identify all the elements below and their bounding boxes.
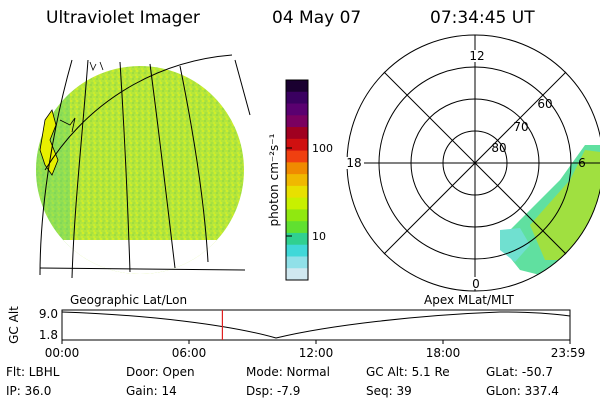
polar-plot-label: Apex MLat/MLT xyxy=(424,293,514,307)
info-gc-alt: GC Alt: 5.1 Re xyxy=(366,365,450,379)
mlat-60-label: 60 xyxy=(537,97,552,111)
info-door: Door: Open xyxy=(126,365,195,379)
colorbar-band xyxy=(286,80,308,93)
time-tick-2359: 23:59 xyxy=(551,346,586,360)
coastline xyxy=(39,109,59,176)
colorbar-tick-10: 10 xyxy=(312,230,326,243)
colorbar-band xyxy=(286,138,308,152)
info-seq: Seq: 39 xyxy=(366,384,412,398)
mlat-80-label: 80 xyxy=(491,141,506,155)
colorbar-band xyxy=(286,197,308,210)
altitude-plot-frame xyxy=(61,309,571,341)
mlt-12-label: 12 xyxy=(469,49,484,63)
geographic-map xyxy=(36,54,251,279)
info-glat: GLat: -50.7 xyxy=(486,365,553,379)
mlt-0-label: 0 xyxy=(472,277,480,291)
altitude-y-min: 1.8 xyxy=(39,328,58,342)
mlt-6-label: 6 xyxy=(578,156,586,170)
info-dsp: Dsp: -7.9 xyxy=(246,384,301,398)
mlt-18-label: 18 xyxy=(346,156,361,170)
colorbar-unit-label: photon cm⁻²s⁻¹ xyxy=(267,133,281,226)
colorbar-band xyxy=(286,256,308,269)
instrument-title: Ultraviolet Imager xyxy=(46,8,200,28)
time-tick-0000: 00:00 xyxy=(45,346,80,360)
mlat-70-label: 70 xyxy=(513,120,528,134)
colorbar-tick-100: 100 xyxy=(312,142,333,155)
colorbar-band xyxy=(286,232,308,246)
polar-plot xyxy=(346,34,600,292)
lat-lon-grid xyxy=(39,54,251,279)
colorbar-band xyxy=(286,209,308,222)
colorbar-frame xyxy=(285,79,309,281)
altitude-curve xyxy=(61,311,571,339)
colorbar-band xyxy=(286,127,308,140)
info-gain: Gain: 14 xyxy=(126,384,177,398)
info-mode: Mode: Normal xyxy=(246,365,330,379)
colorbar-band xyxy=(286,103,308,116)
info-flt: Flt: LBHL xyxy=(6,365,60,379)
altitude-plot xyxy=(61,309,571,344)
polar-diagonal-2 xyxy=(383,71,567,255)
altitude-axis-title: GC Alt xyxy=(7,306,21,344)
colorbar-band xyxy=(286,174,308,187)
time-tick-1200: 12:00 xyxy=(299,346,334,360)
colorbar-band xyxy=(286,185,308,199)
time-tick-0600: 06:00 xyxy=(172,346,207,360)
left-map-label: Geographic Lat/Lon xyxy=(70,293,187,307)
colorbar-band xyxy=(286,268,308,281)
info-glon: GLon: 337.4 xyxy=(486,384,559,398)
colorbar-band xyxy=(286,115,308,128)
altitude-y-max: 9.0 xyxy=(39,307,58,321)
colorbar-band xyxy=(286,221,308,234)
time-tick-1800: 18:00 xyxy=(426,346,461,360)
time-label: 07:34:45 UT xyxy=(430,8,535,28)
colorbar-band xyxy=(286,162,308,175)
airglow-disk xyxy=(36,66,244,274)
colorbar-band xyxy=(286,150,308,163)
colorbar-band xyxy=(286,91,308,105)
info-ip: IP: 36.0 xyxy=(6,384,52,398)
colorbar-band xyxy=(286,244,308,257)
colorbar xyxy=(286,80,308,281)
date-label: 04 May 07 xyxy=(272,8,362,28)
